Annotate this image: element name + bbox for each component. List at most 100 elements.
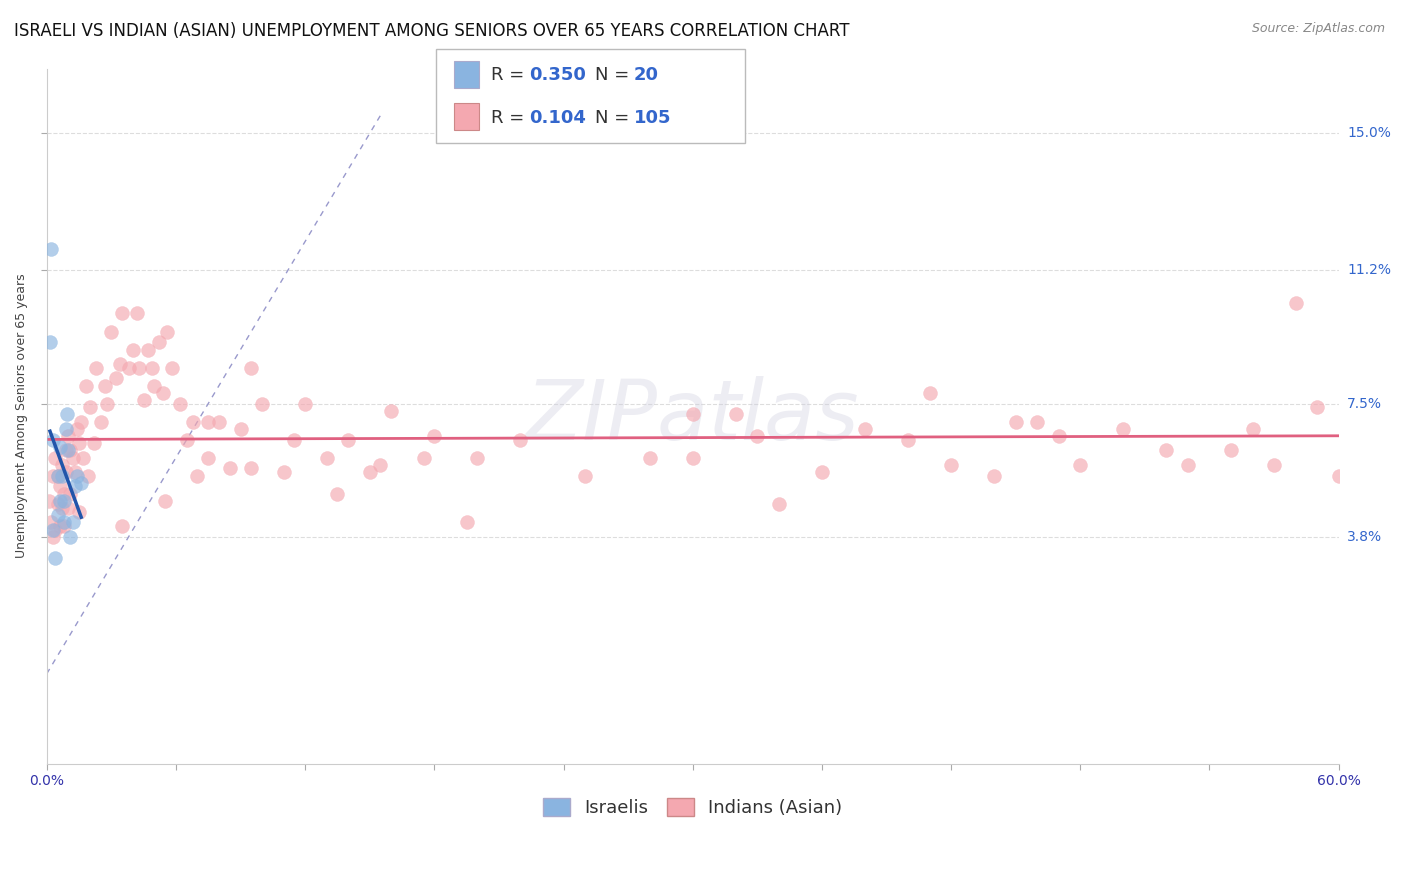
Text: R =: R =	[491, 109, 530, 127]
Point	[939, 458, 962, 472]
Point	[141, 360, 163, 375]
Point	[1069, 458, 1091, 472]
Point	[66, 422, 89, 436]
Point	[240, 461, 263, 475]
Point	[1263, 458, 1285, 472]
Point	[412, 450, 434, 465]
Point	[58, 429, 80, 443]
Point	[218, 461, 240, 475]
Point	[682, 450, 704, 465]
Point	[59, 530, 82, 544]
Point	[983, 468, 1005, 483]
Point	[76, 468, 98, 483]
Point	[509, 433, 531, 447]
Text: 20: 20	[634, 66, 659, 84]
Point	[1004, 415, 1026, 429]
Point	[682, 408, 704, 422]
Point	[48, 479, 70, 493]
Point	[1284, 295, 1306, 310]
Point	[48, 493, 70, 508]
Point	[51, 501, 73, 516]
Point	[153, 493, 176, 508]
Point	[75, 378, 97, 392]
Point	[456, 516, 478, 530]
Point	[59, 486, 82, 500]
Text: 0.104: 0.104	[529, 109, 585, 127]
Point	[747, 429, 769, 443]
Point	[1220, 443, 1243, 458]
Point	[326, 486, 349, 500]
Point	[53, 519, 76, 533]
Point	[359, 465, 381, 479]
Point	[638, 450, 661, 465]
Point	[337, 433, 360, 447]
Text: 7.5%: 7.5%	[1347, 397, 1382, 410]
Point	[1047, 429, 1070, 443]
Point	[62, 450, 84, 465]
Text: 0.350: 0.350	[529, 66, 585, 84]
Point	[53, 493, 76, 508]
Point	[42, 530, 65, 544]
Point	[104, 371, 127, 385]
Point	[160, 360, 183, 375]
Point	[1327, 468, 1350, 483]
Point	[39, 516, 62, 530]
Point	[55, 422, 77, 436]
Point	[370, 458, 392, 472]
Point	[152, 385, 174, 400]
Point	[181, 415, 204, 429]
Point	[294, 396, 316, 410]
Point	[70, 475, 93, 490]
Text: 11.2%: 11.2%	[1347, 263, 1391, 277]
Point	[48, 440, 70, 454]
Point	[156, 325, 179, 339]
Point	[38, 493, 60, 508]
Point	[768, 498, 790, 512]
Point	[127, 306, 149, 320]
Point	[84, 360, 107, 375]
Y-axis label: Unemployment Among Seniors over 65 years: Unemployment Among Seniors over 65 years	[15, 274, 28, 558]
Point	[63, 479, 86, 493]
Point	[724, 408, 747, 422]
Point	[46, 468, 69, 483]
Text: ZIPatlas: ZIPatlas	[526, 376, 859, 457]
Point	[117, 360, 139, 375]
Text: N =: N =	[595, 109, 634, 127]
Point	[58, 501, 80, 516]
Point	[39, 335, 62, 350]
Point	[53, 516, 76, 530]
Point	[197, 450, 219, 465]
Point	[67, 436, 90, 450]
Point	[273, 465, 295, 479]
Point	[44, 450, 66, 465]
Point	[44, 523, 66, 537]
Text: R =: R =	[491, 66, 530, 84]
Point	[67, 505, 90, 519]
Point	[46, 498, 69, 512]
Point	[136, 343, 159, 357]
Point	[62, 516, 84, 530]
Point	[70, 415, 93, 429]
Point	[53, 486, 76, 500]
Point	[897, 433, 920, 447]
Point	[1306, 400, 1329, 414]
Text: 15.0%: 15.0%	[1347, 127, 1391, 140]
Point	[574, 468, 596, 483]
Point	[197, 415, 219, 429]
Point	[423, 429, 446, 443]
Point	[90, 415, 112, 429]
Point	[55, 443, 77, 458]
Point	[39, 242, 62, 256]
Point	[66, 468, 89, 483]
Point	[1177, 458, 1199, 472]
Point	[59, 443, 82, 458]
Point	[1112, 422, 1135, 436]
Point	[467, 450, 489, 465]
Point	[111, 306, 134, 320]
Point	[240, 360, 263, 375]
Point	[1026, 415, 1049, 429]
Point	[148, 335, 170, 350]
Point	[132, 392, 155, 407]
Text: 3.8%: 3.8%	[1347, 530, 1382, 544]
Legend: Israelis, Indians (Asian): Israelis, Indians (Asian)	[536, 790, 849, 824]
